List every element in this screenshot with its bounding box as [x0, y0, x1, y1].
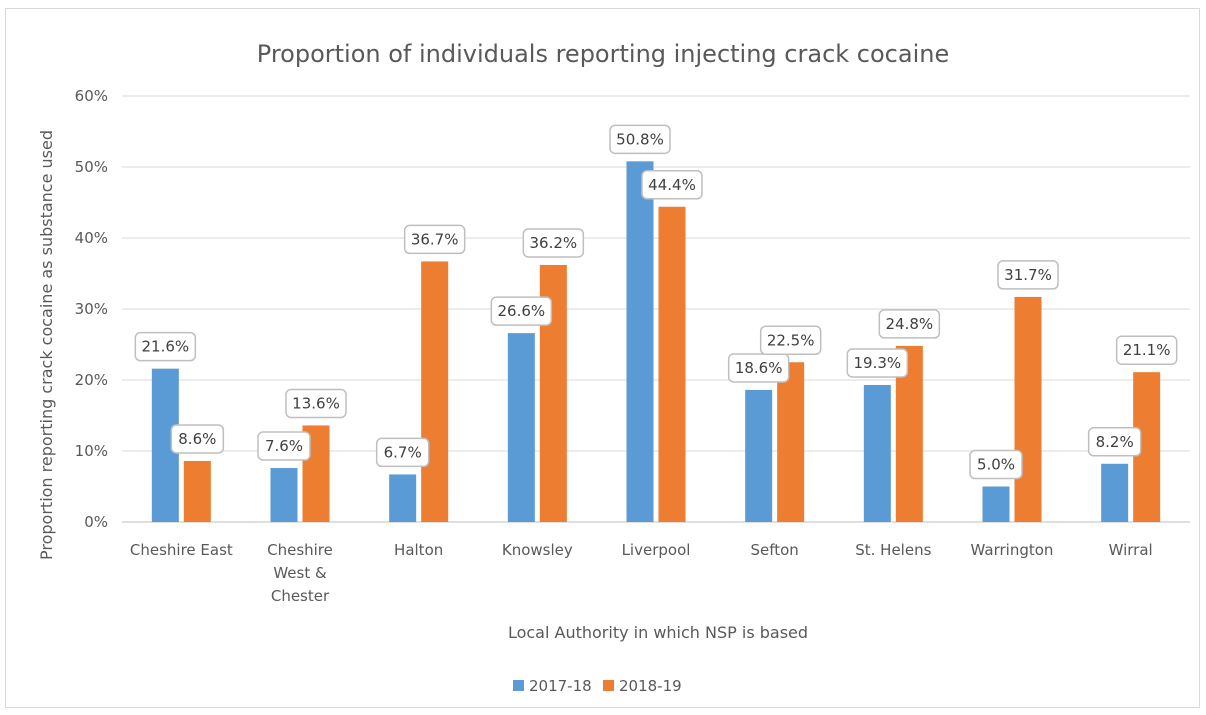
bar — [389, 474, 416, 522]
data-label: 8.2% — [1096, 433, 1134, 451]
data-label: 31.7% — [1004, 266, 1052, 284]
data-label: 5.0% — [977, 456, 1015, 474]
x-axis-categories: Cheshire East Cheshire West & Chester Halton… — [130, 541, 1153, 605]
x-tick-label: Sefton — [750, 541, 798, 559]
y-tick-label: 50% — [75, 158, 108, 176]
x-tick-label: Liverpool — [622, 541, 691, 559]
bar — [1101, 464, 1128, 522]
bar — [777, 362, 804, 522]
x-tick-label: Warrington — [971, 541, 1054, 559]
data-label: 19.3% — [854, 354, 902, 372]
data-label: 8.6% — [178, 430, 216, 448]
y-tick-label: 40% — [75, 229, 108, 247]
data-label: 26.6% — [498, 302, 546, 320]
data-label: 21.6% — [142, 338, 190, 356]
chart-title: Proportion of individuals reporting inje… — [257, 40, 949, 68]
legend-label: 2017-18 — [529, 677, 592, 695]
x-tick-label: Cheshire — [267, 541, 333, 559]
bar — [184, 461, 211, 522]
y-tick-label: 0% — [84, 513, 108, 531]
bar — [271, 468, 298, 522]
bar — [508, 333, 535, 522]
y-tick-label: 20% — [75, 371, 108, 389]
data-label: 22.5% — [767, 331, 815, 349]
y-tick-label: 30% — [75, 300, 108, 318]
legend: 2017-18 2018-19 — [513, 677, 682, 695]
x-tick-label: Halton — [394, 541, 443, 559]
y-axis-label: Proportion reporting crack cocaine as su… — [37, 130, 56, 560]
bar — [1015, 297, 1042, 522]
data-label: 6.7% — [384, 443, 422, 461]
data-label: 44.4% — [648, 176, 696, 194]
data-label: 36.7% — [411, 230, 459, 248]
x-tick-label: St. Helens — [855, 541, 931, 559]
bar — [983, 487, 1010, 523]
data-label: 7.6% — [265, 437, 303, 455]
data-label: 18.6% — [735, 359, 783, 377]
legend-swatch — [513, 680, 524, 691]
data-label: 50.8% — [616, 130, 664, 148]
legend-swatch — [603, 680, 614, 691]
bar — [659, 207, 686, 522]
data-label: 21.1% — [1123, 341, 1171, 359]
x-tick-label: Chester — [271, 587, 330, 605]
x-tick-label: Knowsley — [502, 541, 573, 559]
bar — [421, 261, 448, 522]
y-tick-label: 60% — [75, 87, 108, 105]
data-label: 24.8% — [886, 315, 934, 333]
bar — [864, 385, 891, 522]
bar — [627, 161, 654, 522]
x-tick-label: Cheshire East — [130, 541, 233, 559]
legend-label: 2018-19 — [619, 677, 682, 695]
y-axis-ticks: 0% 10% 20% 30% 40% 50% 60% — [75, 87, 108, 531]
x-axis-label: Local Authority in which NSP is based — [508, 623, 808, 642]
y-tick-label: 10% — [75, 442, 108, 460]
x-tick-label: Wirral — [1109, 541, 1153, 559]
data-label: 36.2% — [530, 234, 578, 252]
x-tick-label: West & — [273, 564, 327, 582]
data-label: 13.6% — [292, 394, 340, 412]
bar — [745, 390, 772, 522]
